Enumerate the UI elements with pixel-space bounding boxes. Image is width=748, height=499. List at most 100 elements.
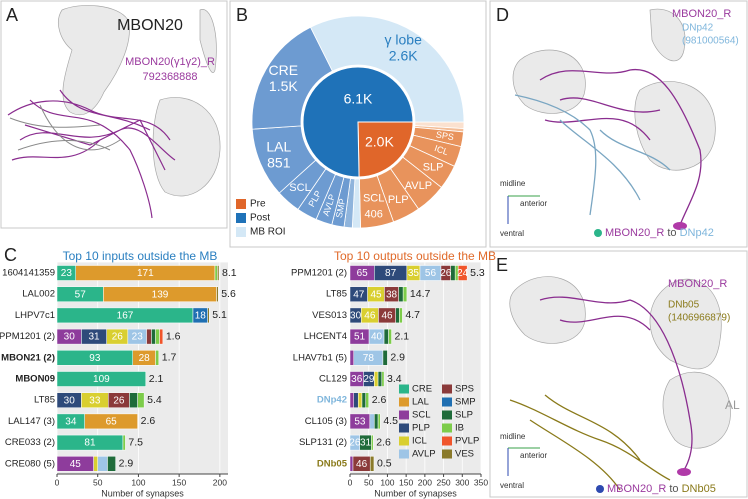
neuron [539,296,693,471]
slice-label: PLP [388,194,409,206]
neuron-branch [9,104,121,151]
bar-value: 29 [363,374,375,385]
brain-region [649,8,686,62]
legend-label: CRE [412,384,432,395]
bar-segment [374,371,379,387]
y-tick-label: LAL002 [22,289,55,300]
bar-percentage: 5.4 [147,394,162,406]
caption-partner: DNb05 [682,483,716,495]
bar-segment [93,456,98,472]
bar-segment [450,265,456,281]
bar-value: 31 [88,332,100,343]
bar-percentage: 0.5 [377,458,392,470]
legend-label: Post [250,213,270,224]
slice-label: γ lobe [385,32,423,48]
bar-segment [217,265,220,281]
bar-percentage: 7.5 [128,436,143,448]
slice-label: SCL [363,192,384,204]
y-tick-label: CL129 [319,374,347,385]
caption: MBON20_R to DNp42 [605,227,714,239]
bar-value: 26 [113,395,125,406]
bar-value: 51 [354,332,366,343]
legend-label: SCL [412,410,430,421]
bar-segment [374,413,379,430]
y-tick-label: 1604141359 [2,268,55,279]
region-label: AL [725,398,740,412]
neuron-name: MBON20_R [672,8,731,20]
slice-value: 851 [267,154,291,170]
panel-letter: C [4,245,17,265]
bar-segment [398,286,404,302]
caption-partner: DNp42 [680,227,714,239]
legend-label: MB ROI [250,227,286,238]
legend-swatch [442,449,452,459]
legend-label: SLP [455,410,473,421]
bar-segment [402,286,408,302]
pie-slice [357,121,414,178]
bar-segment [107,456,116,472]
legend-swatch [236,199,246,209]
slice-label: ICL [433,143,450,157]
bar-percentage: 2.9 [119,458,134,470]
legend-label: PVLP [455,436,479,447]
brain-region [512,49,586,114]
x-tick-label: 0 [348,477,353,487]
bar-value: 46 [356,459,368,470]
bar-segment [388,328,392,345]
x-tick-label: 150 [399,477,413,487]
bar-segment [371,434,374,451]
bar-segment [369,413,375,430]
bar-value: 33 [89,395,101,406]
bar-segment [381,371,385,387]
x-tick-label: 150 [172,477,186,487]
bar-segment [151,328,156,345]
legend-swatch [399,410,409,420]
bar-value: 23 [132,332,144,343]
bar-percentage: 2.1 [149,373,164,385]
bar-value: 40 [371,332,383,343]
bar-segment [377,371,383,387]
y-tick-label: VES013 [312,310,347,321]
x-tick-label: 100 [380,477,394,487]
bar-value: 47 [353,289,365,300]
panel-letter: D [496,5,509,25]
bar-segment [159,328,164,345]
y-tick-label: SLP131 (2) [299,437,347,448]
bar-percentage: 1.7 [162,352,177,364]
slice-label: LAL [266,138,291,154]
bar-percentage: 2.6 [372,394,387,406]
panel-letter: A [6,5,18,25]
bar-value: 36 [351,374,363,385]
bar-segment [56,371,147,387]
legend-swatch [442,397,452,407]
bar-segment [395,307,400,324]
legend-label: IB [455,423,464,434]
slice-value: 1.5K [269,78,298,94]
bar-value: 46 [381,311,393,322]
caption-neuron: MBON20_R [607,483,666,495]
neuron-id: 792368888 [142,71,197,83]
bar-value: 46 [364,311,376,322]
bar-segment [349,392,354,408]
chart-title: Top 10 inputs outside the MB [63,249,218,263]
partner-id: (1406966879) [668,313,730,324]
brain-region [199,9,217,73]
slice-value: 406 [364,208,382,220]
bar-segment [353,392,359,408]
legend-label: LAL [412,397,429,408]
bar-value: 38 [386,289,398,300]
bar-value: 81 [84,438,96,449]
x-tick-label: 300 [455,477,469,487]
x-tick-label: 100 [131,477,145,487]
bar-segment [155,328,160,345]
axis-label: anterior [520,199,547,208]
panel-frame [229,0,487,248]
neuron-name: MBON20_R [668,278,727,290]
neuron-partner [509,394,671,491]
slice-label: SPS [435,129,454,142]
partner-name: DNp42 [682,23,714,34]
bar-percentage: 3.4 [387,373,402,385]
panel-e: E MBON20_R DNb05 (1406966879) AL midline… [489,250,748,498]
x-tick-label: 200 [418,477,432,487]
